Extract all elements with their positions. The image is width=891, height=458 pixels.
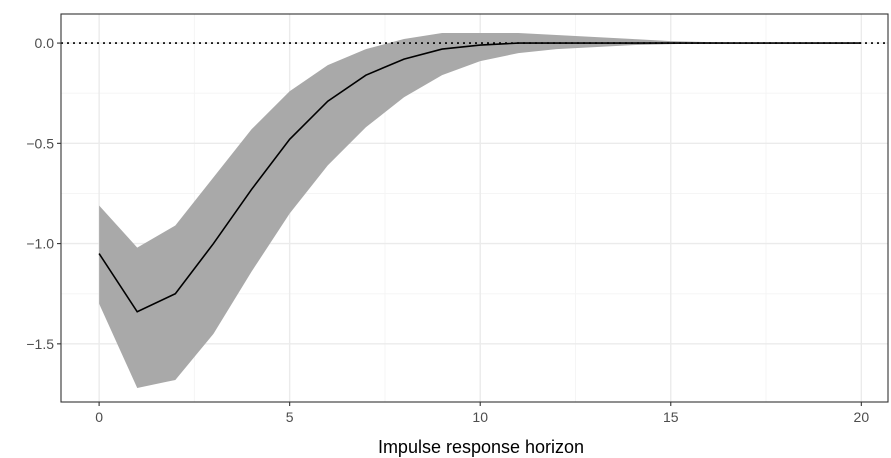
x-tick-label: 15 bbox=[663, 409, 679, 425]
confidence-band bbox=[99, 33, 862, 388]
y-tick-label: −1.0 bbox=[26, 236, 54, 252]
x-tick-label: 5 bbox=[286, 409, 294, 425]
x-tick-label: 0 bbox=[95, 409, 103, 425]
grid-minor bbox=[61, 14, 888, 402]
impulse-response-line bbox=[98, 42, 862, 313]
panel-border bbox=[60, 13, 889, 403]
x-axis-title: Impulse response horizon bbox=[378, 437, 584, 457]
x-axis: 0 5 10 15 20 bbox=[95, 402, 869, 425]
x-tick-label: 20 bbox=[854, 409, 870, 425]
y-tick-label: −1.5 bbox=[26, 336, 54, 352]
x-tick-label: 10 bbox=[472, 409, 488, 425]
y-tick-label: 0.0 bbox=[35, 35, 55, 51]
y-tick-label: −0.5 bbox=[26, 135, 54, 151]
y-axis: 0.0 −0.5 −1.0 −1.5 bbox=[26, 35, 61, 352]
